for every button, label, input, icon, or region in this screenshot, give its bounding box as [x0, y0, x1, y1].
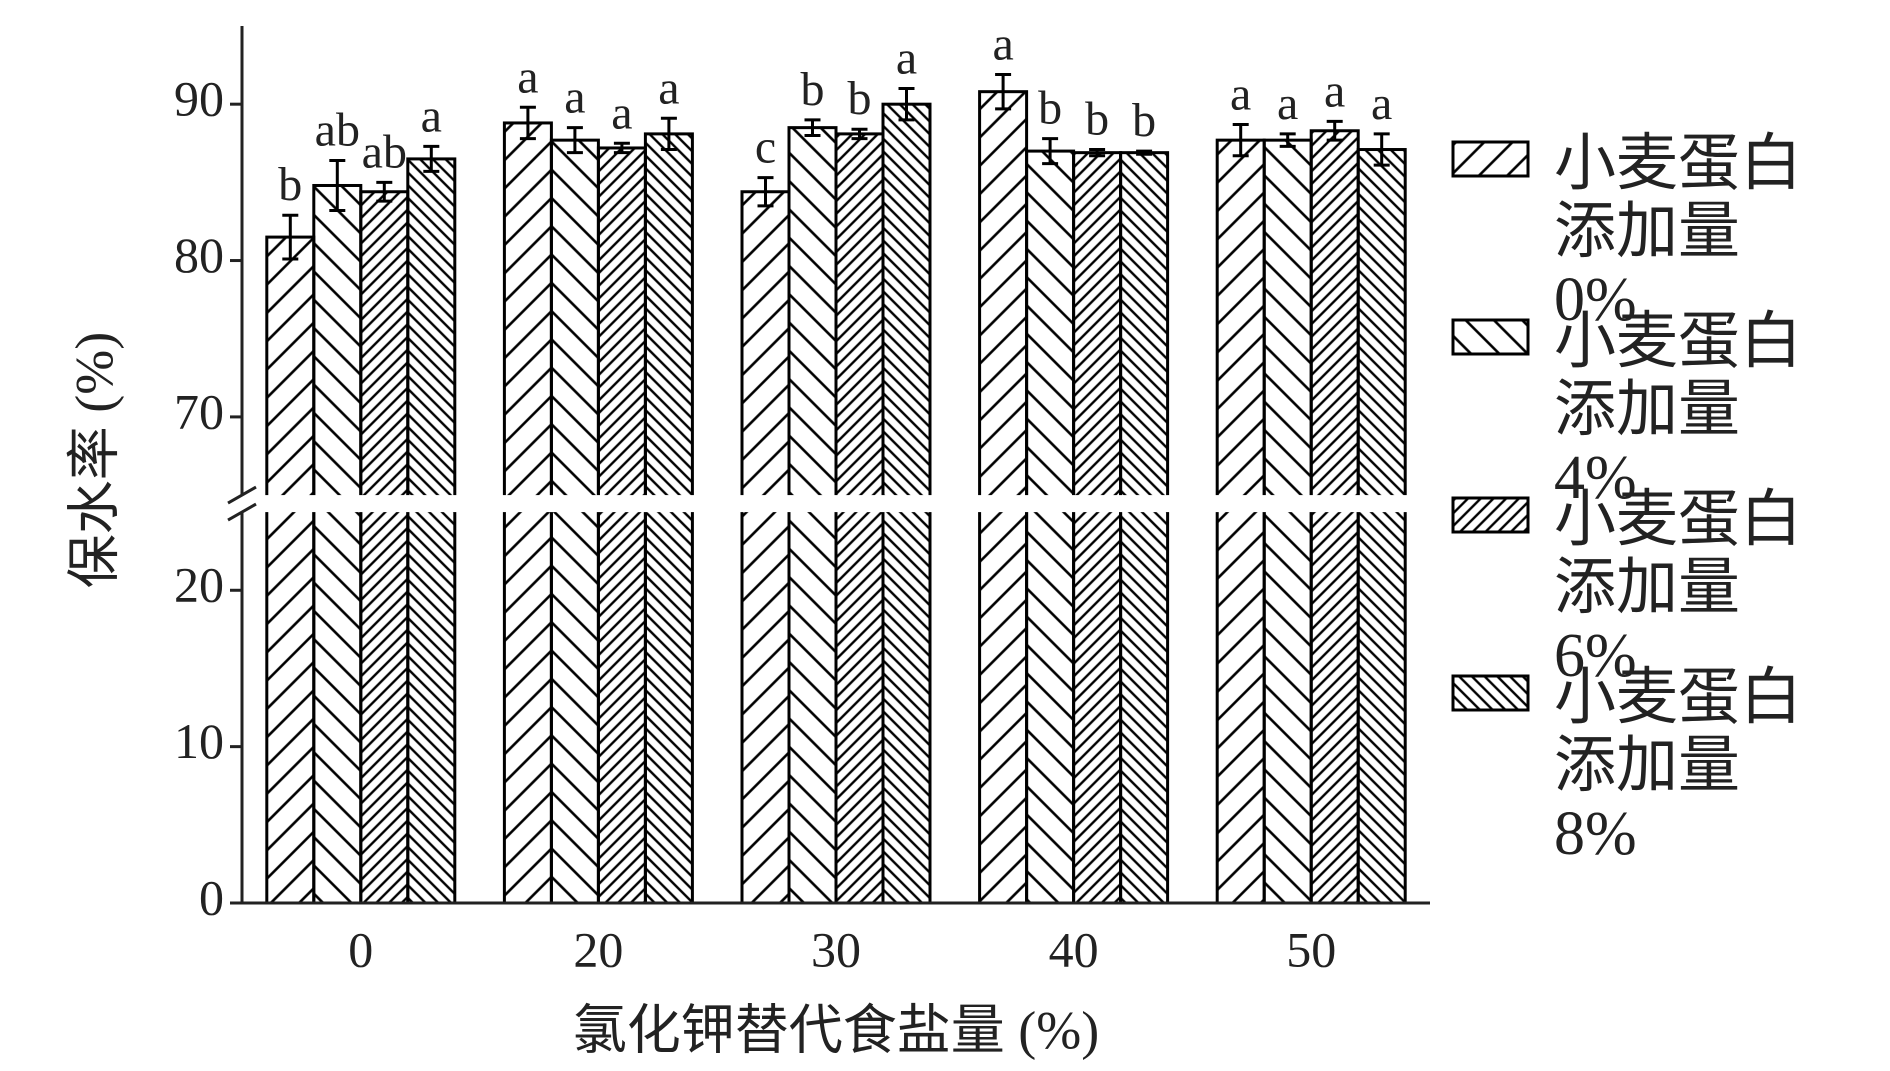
significance-label: a	[1230, 68, 1251, 121]
bar	[834, 132, 885, 905]
error-bar	[851, 127, 868, 141]
legend-label: 小麦蛋白添加量6%	[1554, 486, 1803, 690]
significance-label: ab	[315, 103, 360, 156]
bar	[406, 157, 457, 905]
bar	[502, 121, 553, 905]
significance-label: a	[992, 17, 1013, 70]
legend-label: 小麦蛋白添加量4%	[1554, 308, 1803, 512]
y-tick-label: 90	[174, 71, 224, 127]
error-bar	[566, 126, 583, 155]
significance-label: a	[517, 50, 538, 103]
error-bar	[995, 72, 1012, 111]
error-bar	[1042, 137, 1059, 166]
bar	[1262, 138, 1313, 905]
bar	[787, 126, 838, 905]
significance-label: b	[1132, 94, 1156, 147]
x-tick-label: 0	[348, 921, 373, 977]
error-bar	[282, 213, 299, 261]
bar	[740, 190, 791, 905]
significance-label: a	[1371, 77, 1392, 130]
error-bar	[329, 158, 346, 213]
legend-label: 小麦蛋白添加量0%	[1554, 130, 1803, 334]
error-bar	[613, 141, 630, 155]
significance-label: a	[611, 86, 632, 139]
x-tick-label: 50	[1286, 921, 1336, 977]
error-bar	[1326, 119, 1343, 142]
break-mark	[227, 485, 257, 505]
bar	[1356, 148, 1407, 905]
bar	[265, 235, 316, 905]
x-tick-label: 30	[811, 921, 861, 977]
error-bar	[519, 105, 536, 141]
axis-break	[212, 495, 1440, 513]
legend-label: 小麦蛋白添加量8%	[1554, 664, 1803, 868]
significance-label: b	[848, 72, 872, 125]
significance-label: b	[1085, 93, 1109, 146]
significance-label: b	[278, 158, 302, 211]
significance-label: c	[755, 121, 776, 174]
error-bar	[1279, 132, 1296, 148]
legend-swatch	[1451, 318, 1530, 356]
y-tick-label: 0	[199, 869, 224, 925]
error-bar	[1373, 132, 1390, 167]
bar	[549, 138, 600, 905]
bar	[1072, 151, 1123, 905]
error-bar	[757, 176, 774, 208]
y-tick-label: 10	[174, 713, 224, 769]
bar	[1119, 151, 1170, 905]
significance-label: b	[1038, 82, 1062, 135]
error-bar	[1232, 123, 1249, 158]
legend-swatch	[1451, 140, 1530, 178]
y-tick-label: 20	[174, 557, 224, 613]
bar	[359, 190, 410, 905]
bar	[312, 183, 363, 905]
x-tick-label: 20	[573, 921, 623, 977]
significance-label: a	[1277, 77, 1298, 130]
error-bar	[804, 118, 821, 137]
error-bar	[660, 116, 677, 152]
error-bar	[1136, 149, 1153, 156]
break-mark	[227, 502, 257, 522]
x-tick-label: 40	[1049, 921, 1099, 977]
significance-label: a	[564, 71, 585, 124]
error-bar	[898, 87, 915, 122]
x-axis-title: 氯化钾替代食盐量 (%)	[573, 1000, 1099, 1060]
bar	[1309, 129, 1360, 905]
y-axis-title: 保水率 (%)	[64, 332, 124, 588]
significance-label: a	[1324, 64, 1345, 117]
significance-label: a	[421, 89, 442, 142]
bar	[596, 146, 647, 905]
bar	[1215, 138, 1266, 905]
significance-label: b	[801, 63, 825, 116]
y-tick-label: 70	[174, 383, 224, 439]
bar	[1025, 149, 1076, 905]
error-bar	[376, 180, 393, 203]
significance-label: a	[896, 32, 917, 85]
legend-swatch	[1451, 496, 1530, 534]
significance-label: ab	[362, 125, 407, 178]
y-tick-label: 80	[174, 227, 224, 283]
bar	[643, 132, 694, 905]
significance-label: a	[658, 61, 679, 114]
error-bar	[1089, 148, 1106, 158]
legend-swatch	[1451, 674, 1530, 712]
error-bar	[423, 144, 440, 173]
